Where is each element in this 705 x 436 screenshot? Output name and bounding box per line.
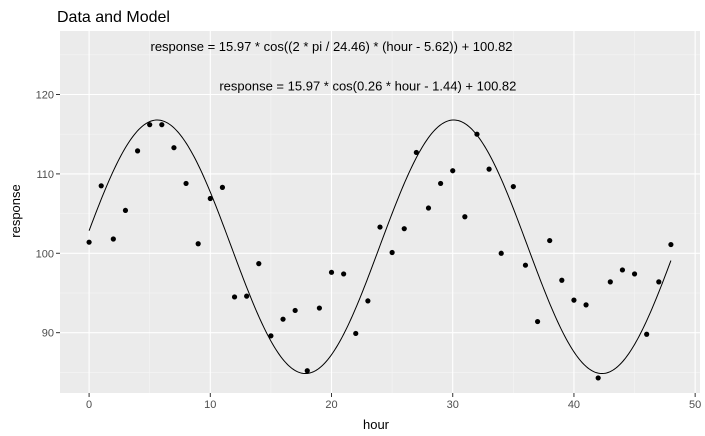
data-point <box>365 298 371 304</box>
data-point <box>631 271 638 277</box>
data-point <box>656 279 662 285</box>
data-point <box>110 236 116 242</box>
data-point <box>607 279 613 285</box>
data-point <box>304 368 310 374</box>
data-point <box>292 307 298 314</box>
data-point <box>316 305 322 311</box>
data-point <box>534 318 541 325</box>
data-point <box>134 148 141 154</box>
data-point <box>619 267 626 273</box>
data-points <box>86 122 674 381</box>
y-tick-label: 110 <box>36 169 54 181</box>
x-axis-title: hour <box>363 417 390 432</box>
data-point <box>122 207 129 214</box>
data-point <box>498 250 504 256</box>
data-point <box>438 180 444 187</box>
data-point <box>159 122 165 128</box>
data-point <box>462 214 468 220</box>
chart-title: Data and Model <box>57 9 170 26</box>
data-point <box>231 294 238 300</box>
x-tick-label: 0 <box>86 399 92 411</box>
data-point <box>268 333 274 339</box>
data-point <box>547 237 553 244</box>
data-point <box>486 166 492 172</box>
data-point <box>510 183 516 190</box>
y-tick-label: 100 <box>36 248 54 260</box>
data-point <box>86 239 92 245</box>
data-point <box>98 183 104 189</box>
y-axis-title: response <box>8 184 23 237</box>
data-point <box>644 331 650 337</box>
data-point <box>183 180 189 187</box>
y-tick-label: 120 <box>36 90 54 102</box>
y-axis-ticks: 90 100 110 120 <box>36 90 60 340</box>
annotations: response = 15.97 * cos((2 * pi / 24.46) … <box>150 39 516 94</box>
model-layer <box>88 119 672 375</box>
data-point <box>474 131 480 137</box>
data-point <box>147 122 153 128</box>
data-point <box>377 224 383 230</box>
y-tick-label: 90 <box>42 328 54 340</box>
x-tick-label: 40 <box>568 399 580 411</box>
data-point <box>583 302 589 308</box>
x-tick-label: 10 <box>204 399 216 411</box>
data-point <box>522 262 529 268</box>
data-point <box>401 226 407 232</box>
x-tick-label: 30 <box>447 399 459 411</box>
data-point <box>559 277 565 283</box>
data-point <box>171 145 177 151</box>
data-point <box>219 184 226 190</box>
data-point <box>207 195 213 202</box>
model-equation-label: response = 15.97 * cos((2 * pi / 24.46) … <box>150 39 512 54</box>
data-point <box>668 241 674 248</box>
x-tick-label: 50 <box>689 399 701 411</box>
data-point <box>389 249 395 256</box>
data-point <box>195 241 201 247</box>
x-tick-label: 20 <box>325 399 337 411</box>
data-point <box>256 261 262 267</box>
data-point <box>244 293 250 299</box>
data-point <box>595 375 601 381</box>
gridlines <box>60 31 700 393</box>
data-point <box>328 269 335 275</box>
data-point <box>450 168 456 174</box>
model-equation-label: response = 15.97 * cos(0.26 * hour - 1.4… <box>219 79 516 94</box>
data-point <box>341 271 347 277</box>
data-point <box>280 316 286 322</box>
x-axis-ticks: 0 10 20 30 40 50 <box>86 393 701 411</box>
data-point <box>413 149 419 156</box>
model-curve <box>88 119 672 375</box>
data-point <box>425 205 432 211</box>
data-point <box>353 330 359 337</box>
data-point <box>571 297 577 303</box>
